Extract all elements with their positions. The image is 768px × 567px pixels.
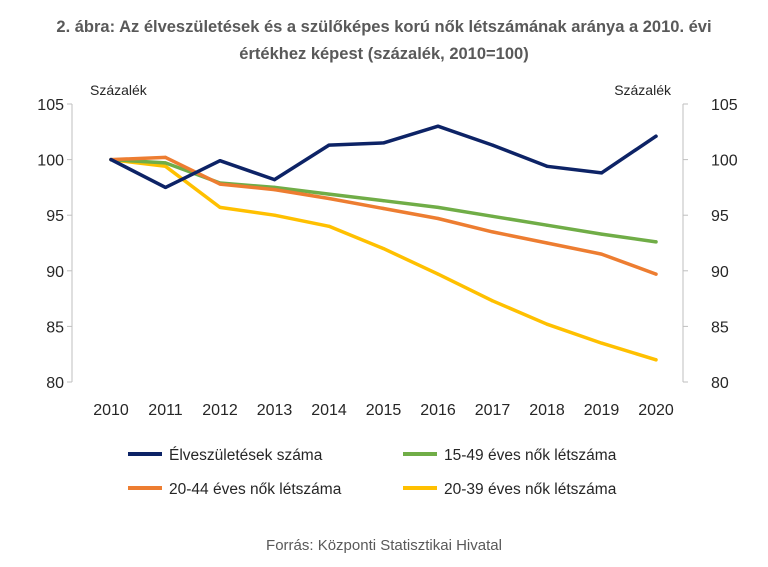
x-tick-label: 2010 [93,402,129,419]
data-point [545,241,549,245]
data-point [545,164,549,168]
series-line [109,124,658,190]
right-tick-label: 90 [711,264,729,281]
data-point [327,196,331,201]
data-point [654,272,658,276]
data-point [163,161,168,165]
left-axis-unit-label: Százalék [90,82,148,98]
legend-label: Élveszületések száma [169,447,323,464]
x-tick-label: 2013 [257,402,293,419]
data-point [654,358,658,362]
legend-item-1: Élveszületések száma [128,447,323,464]
data-point [654,134,658,138]
data-point [163,155,168,159]
x-tick-label: 2015 [366,402,402,419]
data-point [545,223,549,227]
data-point [327,143,331,147]
series-1 [109,124,658,190]
legend-item-2: 15-49 éves nők létszáma [403,447,617,464]
chart-axes: 80 80 85 85 90 90 95 95 100 100 105 105 2010 2011 2012… [37,82,738,419]
chart-title-line-2: értékhez képest (százalék, 2010=100) [239,45,529,63]
x-tick-label: 2011 [148,402,183,419]
x-tick-label: 2014 [311,402,347,419]
legend-item-4: 20-39 éves nők létszáma [403,481,617,498]
data-point [272,213,277,217]
data-point [490,230,495,234]
data-point [436,205,440,210]
data-point [163,185,168,189]
data-point [545,322,549,326]
line-chart: 80 80 85 85 90 90 95 95 100 100 105 105 2010 2011 2012… [37,82,738,498]
data-point [327,192,331,196]
data-point [381,206,386,211]
chart-title: 2. ábra: Az élveszületések és a szülőkép… [0,14,768,68]
right-tick-label: 100 [711,153,738,170]
chart-series [109,124,658,362]
data-point [218,159,222,163]
data-point [381,199,386,203]
series-line [109,157,658,362]
data-point [436,216,440,221]
x-tick-label: 2012 [202,402,238,419]
legend-label: 20-39 éves nők létszáma [444,481,617,498]
left-tick-label: 105 [37,97,64,114]
right-axis-unit-label: Százalék [614,82,672,98]
data-point [272,178,277,182]
data-point [327,224,331,228]
x-tick-label: 2019 [584,402,620,419]
chart-title-line-1: 2. ábra: Az élveszületések és a szülőkép… [56,18,712,36]
x-tick-label: 2017 [475,402,511,419]
data-point [272,188,277,192]
source-note: Forrás: Központi Statisztikai Hivatal [266,537,502,554]
data-point [490,214,495,218]
legend-label: 15-49 éves nők létszáma [444,447,617,464]
data-point [163,164,168,168]
series-4 [109,157,658,362]
data-point [490,299,495,303]
data-point [381,246,386,251]
right-tick-label: 105 [711,97,738,114]
data-point [599,171,604,175]
legend-item-3: 20-44 éves nők létszáma [128,481,342,498]
left-tick-label: 95 [46,208,64,225]
data-point [599,252,604,256]
legend-label: 20-44 éves nők létszáma [169,481,342,498]
data-point [218,182,222,186]
x-tick-label: 2020 [638,402,674,419]
data-point [436,272,440,276]
data-point [599,232,604,236]
left-tick-label: 85 [46,319,64,336]
chart-legend: Élveszületések száma 15-49 éves nők létsz… [128,447,617,498]
data-point [436,124,440,128]
left-tick-label: 90 [46,264,64,281]
data-point [218,205,222,210]
right-tick-label: 80 [711,375,729,392]
right-tick-label: 95 [711,208,729,225]
data-point [109,158,113,162]
data-point [381,141,386,145]
left-tick-label: 80 [46,375,64,392]
x-tick-label: 2018 [529,402,565,419]
data-point [654,240,658,244]
left-tick-label: 100 [37,153,64,170]
x-tick-label: 2016 [420,402,456,419]
data-point [490,143,495,147]
right-tick-label: 85 [711,319,729,336]
data-point [599,341,604,345]
